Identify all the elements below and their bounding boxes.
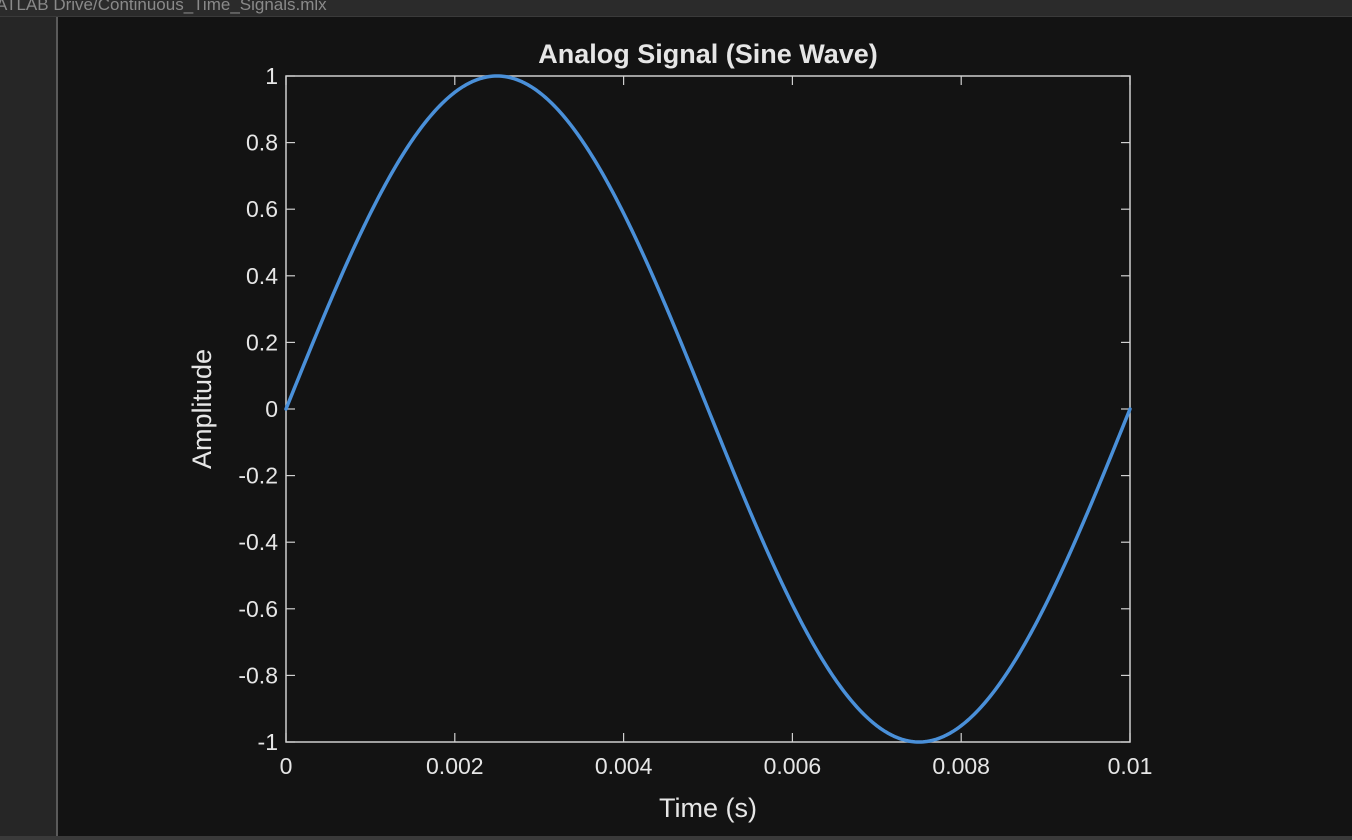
x-tick-label: 0 (280, 753, 293, 779)
y-tick-label: -0.4 (238, 529, 278, 555)
y-axis-label: Amplitude (187, 349, 217, 469)
x-tick-label: 0.002 (426, 753, 484, 779)
y-tick-label: 0.6 (246, 196, 278, 222)
y-tick-label: 0.2 (246, 329, 278, 355)
y-tick-label: 1 (265, 63, 278, 89)
x-tick-label: 0.004 (595, 753, 653, 779)
y-tick-label: 0.4 (246, 263, 278, 289)
x-tick-label: 0.008 (932, 753, 990, 779)
figure-output-area (58, 17, 1352, 840)
bottom-border (0, 836, 1352, 840)
y-tick-label: 0 (265, 396, 278, 422)
chart-title: Analog Signal (Sine Wave) (538, 39, 878, 69)
editor-gutter (0, 17, 56, 840)
y-tick-label: -0.8 (238, 662, 278, 688)
x-tick-label: 0.006 (764, 753, 822, 779)
y-tick-label: -0.2 (238, 463, 278, 489)
gutter-divider (56, 17, 58, 840)
y-tick-label: -0.6 (238, 596, 278, 622)
y-tick-label: -1 (258, 729, 278, 755)
y-tick-label: 0.8 (246, 130, 278, 156)
file-path-label: ATLAB Drive/Continuous_Time_Signals.mlx (0, 0, 327, 14)
x-axis-label: Time (s) (659, 793, 757, 823)
window-titlebar: ATLAB Drive/Continuous_Time_Signals.mlx (0, 0, 1352, 17)
x-tick-label: 0.01 (1108, 753, 1153, 779)
sine-series-line (284, 74, 1132, 744)
